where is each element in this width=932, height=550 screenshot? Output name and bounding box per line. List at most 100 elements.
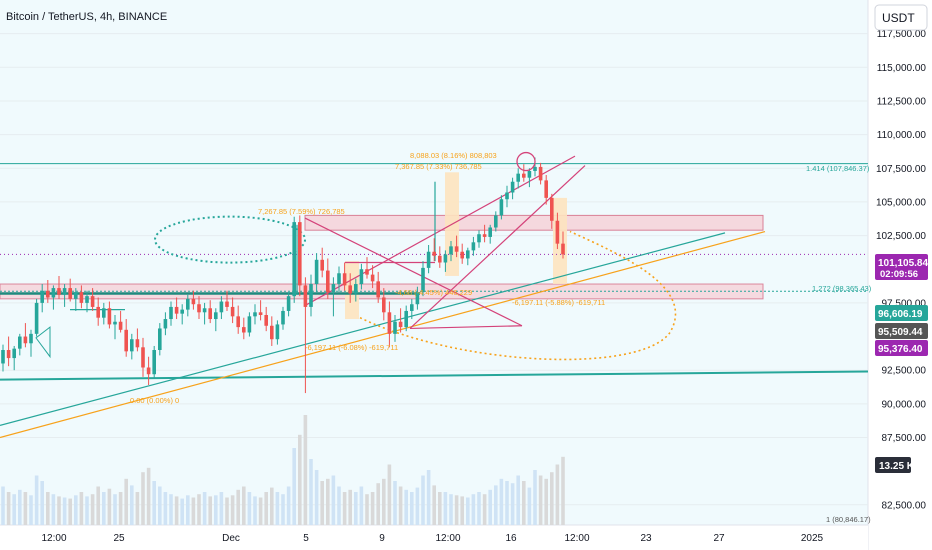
price-tick-label: 105,000.00 xyxy=(876,197,926,208)
candle-body xyxy=(387,312,392,334)
candle-body xyxy=(488,227,492,237)
candle-body xyxy=(398,321,403,328)
candle-body xyxy=(113,321,117,325)
candle-body xyxy=(79,292,84,303)
long-support-line xyxy=(0,370,869,381)
volume-bar xyxy=(426,470,431,525)
candle-body xyxy=(393,321,397,334)
annotation-labels: 8,088.03 (8.16%) 808,803 7,367.85 (7.33%)… xyxy=(130,151,872,524)
time-tick-label: 12:00 xyxy=(41,533,66,544)
volume-bar xyxy=(113,494,117,525)
candle-body xyxy=(309,284,313,307)
volume-bar xyxy=(443,492,448,525)
volume-bar xyxy=(124,478,128,525)
candle-body xyxy=(34,302,39,334)
candle-body xyxy=(208,308,212,320)
volume-bar xyxy=(466,497,470,525)
volume-bar xyxy=(152,481,156,525)
volume-bar xyxy=(107,488,112,525)
volume-bar xyxy=(438,492,442,525)
candle-body xyxy=(494,215,498,228)
annotation-fib-second: 7,367.85 (7.33%) 736,785 xyxy=(395,162,482,171)
candle-body xyxy=(449,246,453,255)
volume-bar xyxy=(326,478,330,525)
candle-body xyxy=(12,348,16,359)
candle-body xyxy=(432,251,436,256)
time-tick-label: 27 xyxy=(713,533,725,544)
volume-bar xyxy=(421,475,425,525)
volume-bar xyxy=(23,492,28,525)
annotation-fib-top: 8,088.03 (8.16%) 808,803 xyxy=(410,151,497,160)
candle-body xyxy=(6,350,11,359)
volume-bar xyxy=(286,486,291,525)
volume-bar xyxy=(40,481,44,525)
volume-bar xyxy=(191,497,196,525)
candle-body xyxy=(337,273,341,285)
resistance-zone xyxy=(304,214,764,231)
candle-body xyxy=(141,347,145,368)
volume-bar xyxy=(208,496,212,525)
volume-bar xyxy=(494,485,498,525)
candle-body xyxy=(253,312,257,317)
volume-bar xyxy=(163,492,168,525)
candle-body xyxy=(135,339,140,348)
projection-bar xyxy=(553,197,567,285)
candle-body xyxy=(454,246,459,252)
volume-bar xyxy=(505,481,509,525)
top-circle-marker xyxy=(516,151,536,172)
time-tick-label: Dec xyxy=(222,533,240,544)
volume-bar xyxy=(270,487,274,525)
volume-bar xyxy=(264,492,268,525)
candle-body xyxy=(471,242,476,251)
candle-body xyxy=(40,290,44,303)
candle-body xyxy=(68,288,72,299)
candle-body xyxy=(499,199,504,216)
candle-body xyxy=(130,339,134,352)
volume-bar xyxy=(46,492,50,525)
volume-bar xyxy=(292,448,296,525)
candle-body xyxy=(466,250,470,259)
annotation-fib-bottom: 1 (80,846.17) xyxy=(826,515,871,524)
candle-body xyxy=(163,319,168,329)
volume-bar xyxy=(258,497,263,525)
time-axis-background xyxy=(0,525,868,550)
volume-bar xyxy=(12,494,16,525)
triangle-marker xyxy=(35,326,51,359)
volume-bar xyxy=(68,498,72,525)
price-tick-label: 87,500.00 xyxy=(882,433,927,444)
candle-body xyxy=(57,288,61,295)
candle-body xyxy=(415,292,420,305)
volume-bar xyxy=(342,492,347,525)
candle-body xyxy=(146,367,151,375)
time-tick-label: 12:00 xyxy=(435,533,460,544)
candle-body xyxy=(202,308,207,313)
candle-body xyxy=(275,324,280,340)
candle-body xyxy=(438,255,442,263)
candle-body xyxy=(51,288,56,298)
price-tick-label: 117,500.00 xyxy=(877,29,927,40)
candle-body xyxy=(225,301,229,307)
volume-bar xyxy=(96,486,100,525)
price-axis[interactable]: 117,500.00 115,000.00 112,500.00 110,000.00… xyxy=(876,29,926,511)
currency-button[interactable]: USDT xyxy=(874,4,928,31)
annotation-fib-1414: 1.414 (107,846.37) xyxy=(806,164,870,173)
currency-label: USDT xyxy=(882,11,915,25)
volume-bar xyxy=(74,495,78,525)
volume-bar xyxy=(471,494,476,525)
candle-body xyxy=(443,254,448,263)
candle-body xyxy=(533,166,537,171)
time-tick-label: 5 xyxy=(303,533,309,544)
drawings-back xyxy=(0,155,869,439)
time-axis[interactable]: 12:00 25 Dec 5 9 12:00 16 12:00 23 27 2025 xyxy=(41,533,823,544)
candle-body xyxy=(118,321,123,330)
volume-bar xyxy=(370,492,375,525)
time-tick-label: 9 xyxy=(379,533,385,544)
volume-tag: 13.25 K xyxy=(875,457,915,473)
volume-bar xyxy=(146,467,151,525)
candle-body xyxy=(365,269,369,275)
volume-bar xyxy=(550,472,554,525)
candle-body xyxy=(410,304,414,311)
volume-bar xyxy=(130,485,134,525)
candle-body xyxy=(382,297,386,313)
